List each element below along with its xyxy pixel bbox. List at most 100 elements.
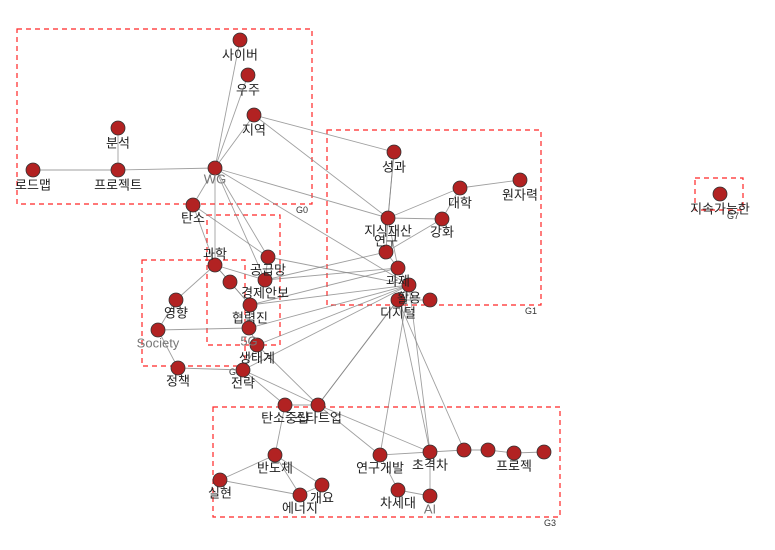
cluster-box <box>327 130 541 305</box>
node <box>241 68 255 82</box>
edge <box>243 370 285 405</box>
node <box>713 187 727 201</box>
node-label: 전략 <box>231 375 255 390</box>
node <box>186 198 200 212</box>
node <box>481 443 495 457</box>
node <box>250 338 264 352</box>
node <box>537 445 551 459</box>
node-label: 우주 <box>236 82 260 97</box>
edge <box>215 265 265 280</box>
node-label: 실현 <box>208 485 232 500</box>
node-label: AI <box>424 501 436 516</box>
node <box>423 293 437 307</box>
node <box>379 245 393 259</box>
node-label: 개요 <box>310 490 334 505</box>
node-label: Society <box>137 335 180 350</box>
node <box>223 275 237 289</box>
edge <box>388 188 460 218</box>
node <box>391 293 405 307</box>
node-label: 지식재산 <box>364 223 412 238</box>
node <box>381 211 395 225</box>
node <box>373 448 387 462</box>
node <box>391 483 405 497</box>
node-label: 정책 <box>166 373 190 388</box>
nodes-layer <box>26 33 727 503</box>
edge <box>257 345 318 405</box>
edges-layer <box>33 40 544 496</box>
edge <box>220 455 275 480</box>
node <box>208 161 222 175</box>
node <box>453 181 467 195</box>
node <box>513 173 527 187</box>
node-label: 로드맵 <box>15 177 51 192</box>
labels-layer: 사이버우주지역분석로드맵프로젝트WG성과대학원자력지식재산강화연구과제활용디지털… <box>15 47 750 516</box>
node <box>208 258 222 272</box>
cluster-label: G3 <box>544 518 556 528</box>
node <box>111 163 125 177</box>
node-label: 성과 <box>382 159 406 174</box>
edge <box>215 115 254 168</box>
node-label: 지역 <box>242 122 266 137</box>
edge <box>249 285 409 328</box>
node-label: 원자력 <box>502 187 538 202</box>
node <box>311 398 325 412</box>
node-label: 사이버 <box>222 47 258 62</box>
node <box>247 108 261 122</box>
node <box>242 321 256 335</box>
node <box>293 488 307 502</box>
cluster-box <box>17 29 312 204</box>
node <box>236 363 250 377</box>
cluster-box <box>213 407 560 517</box>
edge <box>215 40 240 168</box>
edge <box>254 115 394 152</box>
edge <box>250 268 398 305</box>
edge <box>275 455 322 485</box>
node <box>507 446 521 460</box>
cluster-label: G1 <box>525 306 537 316</box>
edge <box>318 405 430 452</box>
node <box>169 293 183 307</box>
edge <box>193 205 215 265</box>
node-label: 프로젝트 <box>94 177 142 192</box>
node <box>402 278 416 292</box>
network-diagram: G0G1G5G3G7 사이버우주지역분석로드맵프로젝트WG성과대학원자력지식재산… <box>0 0 775 550</box>
edge <box>380 285 409 455</box>
node-label: 강화 <box>430 224 454 239</box>
node <box>278 398 292 412</box>
node <box>111 121 125 135</box>
edge <box>243 285 409 370</box>
node-label: 프로젝 <box>496 458 532 473</box>
edge <box>193 205 268 257</box>
edge <box>388 218 398 268</box>
node <box>268 448 282 462</box>
edge <box>388 152 394 218</box>
node-label: 영향 <box>164 305 188 320</box>
edge <box>215 75 248 168</box>
node-label: 탄소 <box>181 210 205 225</box>
node <box>315 478 329 492</box>
node <box>26 163 40 177</box>
edge <box>215 168 265 280</box>
node-label: 차세대 <box>380 495 416 510</box>
node <box>233 33 247 47</box>
node-label: 연구개발 <box>356 460 404 475</box>
node <box>258 273 272 287</box>
node-label: 지속가능한 <box>690 201 750 216</box>
node <box>261 250 275 264</box>
node <box>171 361 185 375</box>
node <box>423 445 437 459</box>
node <box>387 145 401 159</box>
edge <box>388 218 442 219</box>
node <box>213 473 227 487</box>
edge <box>220 480 300 495</box>
node <box>151 323 165 337</box>
edge <box>118 168 215 170</box>
edge <box>250 285 409 305</box>
node-label: 탄소중립 <box>261 410 309 425</box>
node <box>391 261 405 275</box>
cluster-label: G0 <box>296 205 308 215</box>
node <box>435 212 449 226</box>
edge <box>460 180 520 188</box>
edge <box>318 405 380 455</box>
edge <box>275 405 285 455</box>
